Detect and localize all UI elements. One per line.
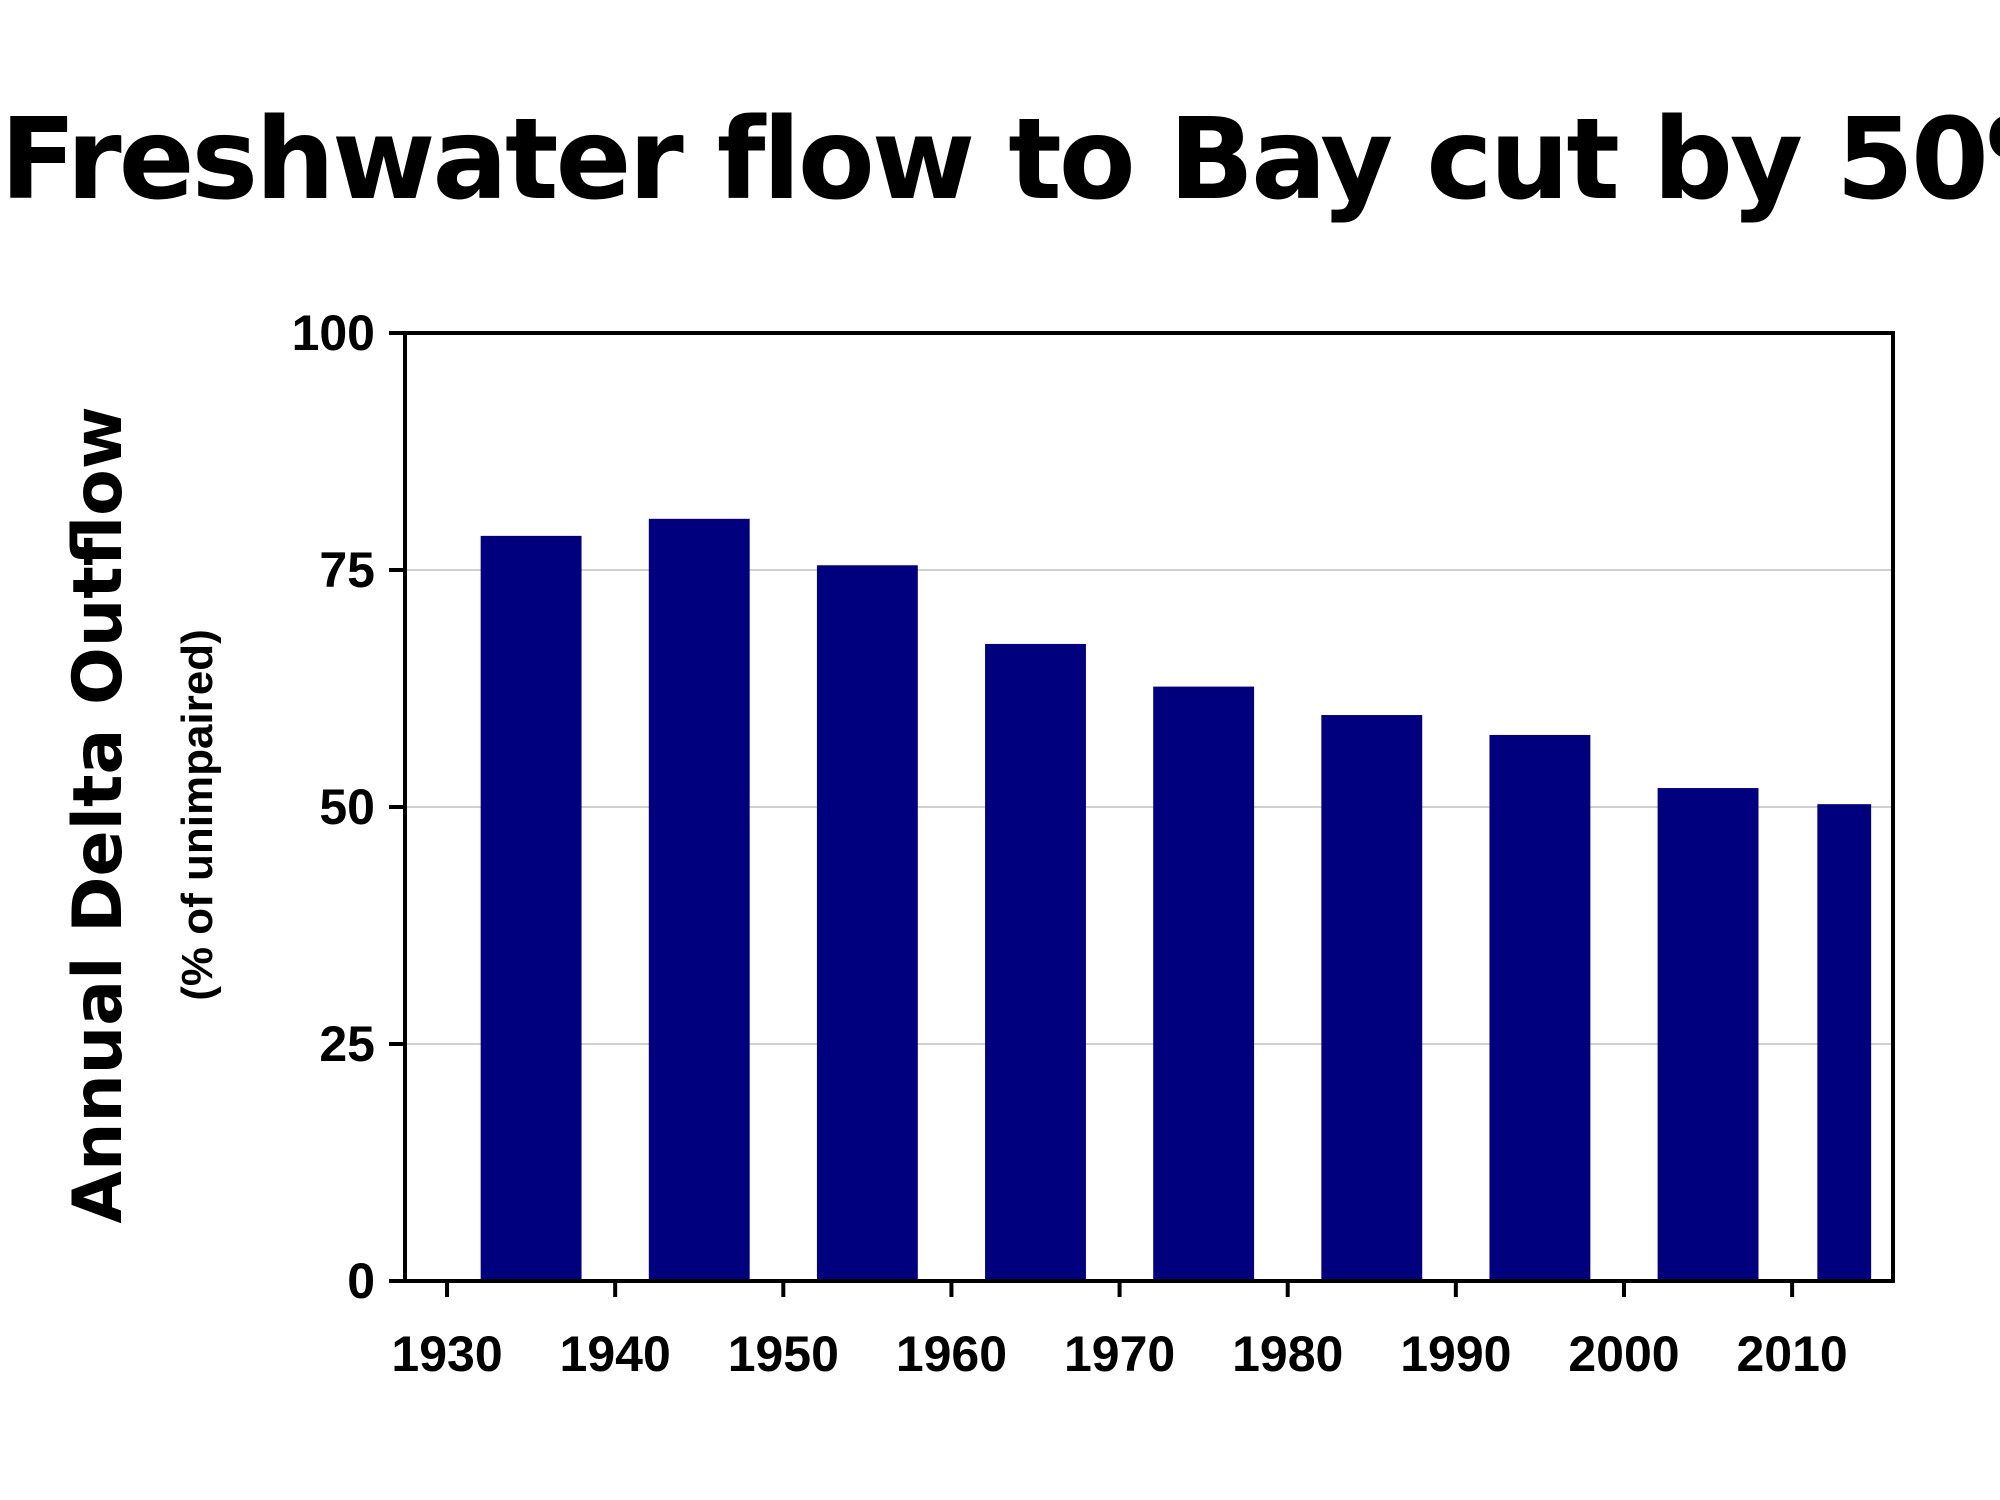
bar: [985, 643, 1086, 1281]
x-tick-label: 1940: [560, 1326, 671, 1382]
x-tick-label: 2010: [1737, 1326, 1848, 1382]
x-tick-label: 2000: [1568, 1326, 1679, 1382]
x-tick-label: 1990: [1400, 1326, 1511, 1382]
axes: [389, 331, 1895, 1297]
y-tick-label: 100: [292, 305, 375, 361]
bar: [816, 565, 918, 1281]
y-axis-label-group: Annual Delta Outflow (% of unimpaired): [59, 406, 222, 1223]
bar: [648, 518, 750, 1281]
y-tick-labels: 0 25 50 75 100: [292, 305, 375, 1309]
bar: [1153, 686, 1255, 1281]
y-tick-label: 75: [319, 542, 375, 598]
bar: [1657, 788, 1759, 1281]
bar: [1489, 734, 1591, 1281]
x-tick-label: 1970: [1064, 1326, 1175, 1382]
bar: [480, 535, 582, 1281]
y-axis-label: Annual Delta Outflow: [59, 406, 138, 1223]
x-tick-label: 1950: [728, 1326, 839, 1382]
bar: [1817, 804, 1872, 1281]
x-tick-label: 1930: [391, 1326, 502, 1382]
x-tick-label: 1980: [1232, 1326, 1343, 1382]
bars: [480, 518, 1872, 1281]
y-tick-label: 50: [319, 779, 375, 835]
y-tick-label: 0: [347, 1253, 375, 1309]
x-tick-label: 1960: [896, 1326, 1007, 1382]
bar: [1321, 715, 1423, 1281]
y-axis-sublabel: (% of unimpaired): [173, 629, 222, 1001]
chart-title: Freshwater flow to Bay cut by 50%: [0, 95, 2000, 225]
x-tick-labels: 1930 1940 1950 1960 1970 1980 1990 2000 2010: [391, 1326, 1847, 1382]
y-tick-label: 25: [319, 1016, 375, 1072]
